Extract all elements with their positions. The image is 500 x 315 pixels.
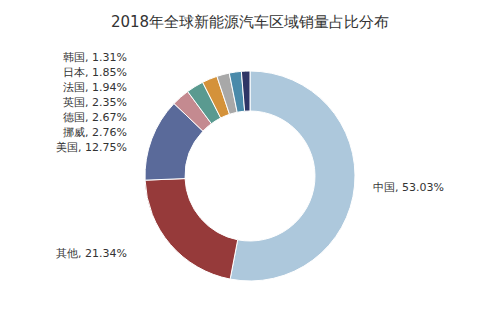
svg-text:韩国, 1.31%: 韩国, 1.31% (63, 51, 127, 64)
svg-text:日本, 1.85%: 日本, 1.85% (63, 66, 127, 79)
svg-text:法国, 1.94%: 法国, 1.94% (63, 81, 127, 94)
svg-text:挪威, 2.76%: 挪威, 2.76% (63, 126, 127, 139)
svg-text:美国, 12.75%: 美国, 12.75% (56, 141, 127, 154)
svg-text:其他, 21.34%: 其他, 21.34% (56, 247, 127, 260)
svg-text:德国, 2.67%: 德国, 2.67% (63, 111, 127, 124)
svg-text:中国, 53.03%: 中国, 53.03% (373, 181, 444, 194)
svg-text:英国, 2.35%: 英国, 2.35% (63, 96, 127, 109)
html-text:2018年全球新能源汽车区域销量占比分布: 2018年全球新能源汽车区域销量占比分布 (110, 13, 390, 31)
